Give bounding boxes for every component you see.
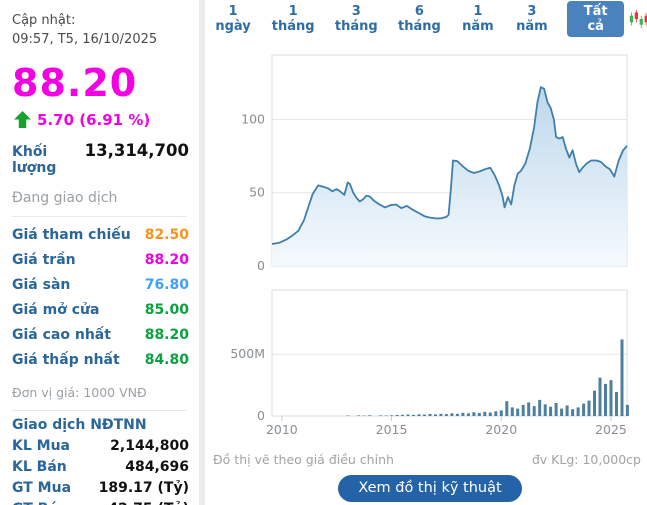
range-button-all[interactable]: Tất cả (567, 1, 625, 37)
row-value: 2,144,800 (110, 438, 189, 455)
volume-row: Khối lượng 13,314,700 (12, 141, 189, 176)
svg-text:500M: 500M (230, 346, 265, 361)
table-row: KL Bán 484,696 (12, 457, 189, 478)
row-label: Giá mở cửa (12, 302, 100, 319)
divider (12, 215, 187, 217)
foreign-trading-title: Giao dịch NĐTNN (12, 416, 147, 433)
row-label: KL Bán (12, 459, 67, 476)
table-row: GT Bán 42.75 (Tỷ) (12, 499, 189, 505)
svg-text:0: 0 (257, 408, 265, 423)
range-button-3y[interactable]: 3 năm (513, 1, 550, 37)
candlestick-chart-icon[interactable] (629, 7, 647, 31)
quote-panel: Cập nhật: 09:57, T5, 16/10/2025 88.20 5.… (0, 0, 205, 505)
svg-text:2010: 2010 (266, 422, 298, 437)
row-value: 88.20 (144, 327, 189, 344)
row-value: 84.80 (144, 352, 189, 369)
volume-unit-note: đv KLg: 10,000cp (531, 452, 641, 467)
row-value: 88.20 (144, 252, 189, 269)
foreign-trading-table: KL Mua 2,144,800 KL Bán 484,696 GT Mua 1… (12, 436, 189, 505)
svg-text:100: 100 (241, 111, 265, 126)
range-button-1d[interactable]: 1 ngày (213, 1, 253, 37)
price-unit-note: Đơn vị giá: 1000 VNĐ (12, 384, 147, 400)
adjusted-price-note: Đồ thị vẽ theo giá điều chỉnh (213, 452, 394, 467)
table-row: Giá thấp nhất 84.80 (12, 348, 189, 373)
row-label: Giá trần (12, 252, 76, 269)
svg-text:2020: 2020 (485, 422, 517, 437)
up-arrow-icon (14, 111, 31, 129)
update-time: Cập nhật: 09:57, T5, 16/10/2025 (12, 12, 189, 50)
row-label: Giá tham chiếu (12, 227, 131, 244)
volume-value: 13,314,700 (84, 140, 189, 160)
svg-text:0: 0 (257, 258, 265, 273)
range-button-1m[interactable]: 1 tháng (270, 1, 316, 37)
range-button-6m[interactable]: 6 tháng (396, 1, 442, 37)
technical-chart-button[interactable]: Xem đồ thị kỹ thuật (338, 475, 522, 502)
row-label: Giá sàn (12, 277, 71, 294)
row-label: GT Mua (12, 480, 72, 497)
range-toolbar: 1 ngày 1 tháng 3 tháng 6 tháng 1 năm 3 n… (213, 1, 647, 37)
volume-bar-chart[interactable]: 0 500M 2010 2015 2020 2025 (213, 282, 647, 438)
row-value: 85.00 (144, 302, 189, 319)
divider (12, 409, 187, 411)
tech-chart-button-row: Xem đồ thị kỹ thuật (213, 475, 647, 502)
price-area-chart[interactable]: 0 50 100 (213, 40, 647, 282)
session-status: Đang giao dịch (12, 189, 118, 206)
last-price: 88.20 (12, 60, 138, 105)
update-label: Cập nhật: (12, 13, 76, 28)
table-row: Giá mở cửa 85.00 (12, 298, 189, 323)
svg-text:50: 50 (249, 185, 265, 200)
row-value: 82.50 (144, 227, 189, 244)
table-row: Giá sàn 76.80 (12, 273, 189, 298)
chart-footnotes: Đồ thị vẽ theo giá điều chỉnh đv KLg: 10… (213, 452, 641, 467)
row-value: 42.75 (Tỷ) (108, 501, 189, 505)
table-row: Giá trần 88.20 (12, 248, 189, 273)
row-label: GT Bán (12, 501, 68, 505)
table-row: KL Mua 2,144,800 (12, 436, 189, 457)
row-value: 76.80 (144, 277, 189, 294)
table-row: Giá tham chiếu 82.50 (12, 223, 189, 248)
price-change: 5.70 (6.91 %) (37, 110, 151, 129)
row-label: Giá thấp nhất (12, 352, 120, 369)
svg-text:2025: 2025 (595, 422, 627, 437)
range-button-1y[interactable]: 1 năm (459, 1, 496, 37)
row-label: KL Mua (12, 438, 70, 455)
table-row: Giá cao nhất 88.20 (12, 323, 189, 348)
range-button-3m[interactable]: 3 tháng (333, 1, 379, 37)
volume-label: Khối lượng (12, 143, 57, 176)
price-change-row: 5.70 (6.91 %) (12, 111, 189, 129)
update-datetime: 09:57, T5, 16/10/2025 (12, 31, 158, 47)
table-row: GT Mua 189.17 (Tỷ) (12, 478, 189, 499)
svg-text:2015: 2015 (376, 422, 408, 437)
row-label: Giá cao nhất (12, 327, 111, 344)
row-value: 189.17 (Tỷ) (98, 480, 189, 497)
row-value: 484,696 (125, 459, 189, 476)
price-limits-table: Giá tham chiếu 82.50 Giá trần 88.20 Giá … (12, 223, 189, 373)
